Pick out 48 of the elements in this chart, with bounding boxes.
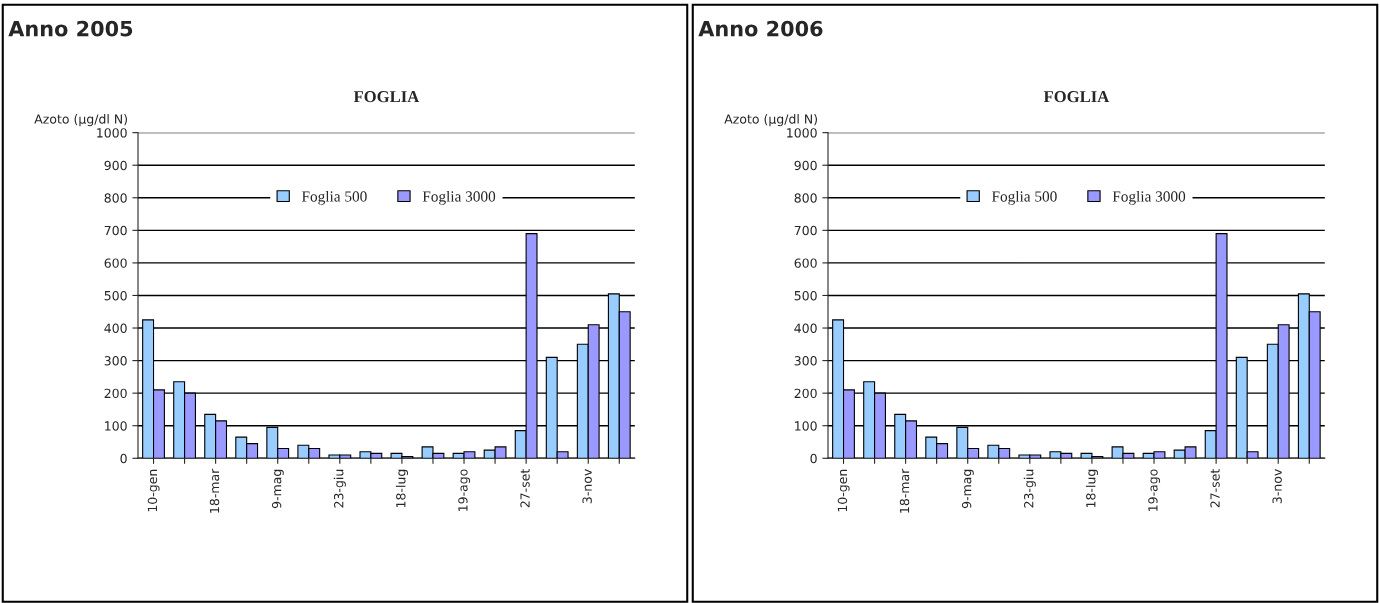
x-tick-label: 18-lug xyxy=(1085,469,1098,508)
y-axis-title: Azoto (µg/dl N) xyxy=(34,114,127,127)
y-tick-label: 200 xyxy=(104,388,127,399)
y-tick-label: 800 xyxy=(794,193,817,203)
legend-label: Foglia 3000 xyxy=(1112,190,1186,205)
legend-label: Foglia 500 xyxy=(991,190,1057,205)
y-tick-label: 100 xyxy=(105,421,127,431)
y-tick-label: 1000 xyxy=(787,128,817,138)
x-tick-label: 9-mag xyxy=(961,469,974,509)
x-tick-label: 3-nov xyxy=(1272,469,1282,504)
y-tick-label: 700 xyxy=(794,225,817,236)
x-tick-label: 23-giu xyxy=(1023,469,1036,508)
legend-label: Foglia 3000 xyxy=(422,190,496,205)
y-tick-label: 100 xyxy=(795,421,817,431)
chart-subtitle: FOGLIA xyxy=(353,91,420,103)
x-tick-label: 19-ago xyxy=(458,469,471,511)
y-tick-label: 300 xyxy=(104,356,127,366)
x-tick-label: 27-set xyxy=(1210,469,1220,508)
y-axis-title: Azoto (µg/dl N) xyxy=(724,114,817,127)
y-tick-label: 400 xyxy=(794,323,817,333)
y-tick-label: 600 xyxy=(104,258,127,268)
y-tick-label: 400 xyxy=(104,323,127,333)
x-tick-label: 10-gen xyxy=(837,469,850,512)
x-tick-label: 23-giu xyxy=(333,469,346,508)
x-tick-label: 18-lug xyxy=(395,469,408,508)
y-tick-label: 1000 xyxy=(97,128,127,138)
y-tick-label: 500 xyxy=(104,290,127,301)
y-tick-label: 800 xyxy=(104,193,127,203)
y-tick-label: 500 xyxy=(794,290,817,301)
chart-subtitle: FOGLIA xyxy=(1043,91,1110,103)
x-tick-label: 18-mar xyxy=(899,468,910,513)
y-tick-label: 200 xyxy=(794,388,817,399)
x-tick-label: 9-mag xyxy=(271,469,284,509)
x-tick-label: 18-mar xyxy=(209,468,220,513)
y-tick-label: 900 xyxy=(104,160,127,171)
y-tick-label: 700 xyxy=(104,225,127,236)
x-tick-label: 19-ago xyxy=(1148,469,1161,511)
legend-label: Foglia 500 xyxy=(301,190,367,205)
y-tick-label: 300 xyxy=(794,356,817,366)
x-tick-label: 3-nov xyxy=(582,469,592,504)
x-tick-label: 10-gen xyxy=(147,469,160,512)
y-tick-label: 600 xyxy=(794,258,817,268)
x-tick-label: 27-set xyxy=(520,469,530,508)
y-tick-label: 0 xyxy=(810,453,817,464)
chart-title: Anno 2006 xyxy=(698,20,823,37)
y-tick-label: 0 xyxy=(120,453,127,464)
chart-title: Anno 2005 xyxy=(8,20,133,37)
y-tick-label: 900 xyxy=(794,160,817,171)
